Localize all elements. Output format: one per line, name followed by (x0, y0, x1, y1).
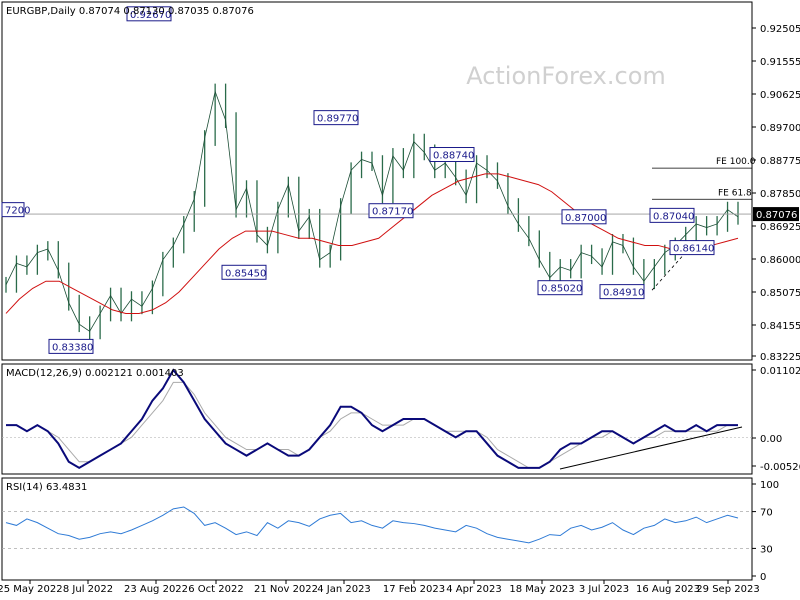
price-close-line (5, 90, 739, 332)
x-tick-label: 21 Nov 2022 (254, 584, 318, 595)
x-tick-label: 8 Jul 2022 (63, 584, 113, 595)
price-annotation-label: 0.86140 (673, 244, 714, 255)
rsi-line (5, 506, 739, 544)
price-annotation-label: 0.87170 (372, 207, 413, 218)
x-tick-label: 16 Aug 2023 (636, 584, 700, 595)
price-y-tick-label: 0.89700 (760, 123, 800, 134)
price-y-tick-label: 0.83225 (760, 352, 800, 363)
x-tick-label: 4 Apr 2023 (446, 584, 501, 595)
price-annotation-label: 0.87040 (653, 211, 694, 222)
rsi-y-tick-label: 100 (760, 480, 779, 491)
macd-y-tick-label: -0.005267 (760, 462, 800, 473)
price-y-tick-label: 0.85075 (760, 288, 800, 299)
price-annotation-box (313, 110, 359, 126)
price-annotation-box (669, 240, 715, 256)
price-annotation-label: 0.88740 (433, 151, 474, 162)
price-y-tick-label: 0.86000 (760, 255, 800, 266)
price-annotation-label: 0.87000 (565, 213, 606, 224)
macd-panel-frame (1, 363, 753, 475)
price-y-tick-label: 0.91555 (760, 57, 800, 68)
macd-trendline (559, 426, 743, 470)
price-annotation-label: 0.85020 (541, 284, 582, 295)
macd-y-tick-label: 0.011027 (760, 366, 800, 377)
price-y-tick-label: 0.90625 (760, 90, 800, 101)
price-y-tick-label: 0.87850 (760, 189, 800, 200)
rsi-y-tick-label: 30 (760, 544, 773, 555)
price-annotation-label: 0.84910 (603, 288, 644, 299)
price-annotation-label: 0.92670 (130, 10, 171, 21)
price-y-tick-label: 0.86925 (760, 222, 800, 233)
price-y-tick-label: 0.88775 (760, 156, 800, 167)
price-annotation-box (649, 207, 695, 223)
price-annotation-box (599, 284, 645, 300)
macd-line (6, 368, 738, 470)
x-tick-label: 4 Jan 2023 (317, 584, 371, 595)
price-annotation-box (561, 209, 607, 225)
price-annotation-label: 0.85450 (225, 268, 266, 279)
x-tick-label: 3 Jul 2023 (579, 584, 629, 595)
price-annotation-box (368, 203, 414, 219)
price-annotation-label: 7200 (5, 206, 30, 217)
x-tick-label: 18 May 2023 (509, 584, 574, 595)
moving-average-line (5, 173, 739, 314)
current-price-label: 0.87076 (756, 210, 797, 221)
rsi-header: RSI(14) 63.4831 (6, 482, 87, 493)
watermark: ActionForex.com (466, 62, 666, 90)
price-annotation-box (429, 147, 475, 163)
price-y-tick-label: 0.84155 (760, 321, 800, 332)
x-tick-label: 6 Oct 2022 (188, 584, 243, 595)
price-y-tick-label: 0.92505 (760, 24, 800, 35)
price-annotation-box (48, 338, 94, 354)
price-panel-frame (1, 1, 753, 361)
macd-y-tick-label: 0.00 (760, 434, 782, 445)
x-tick-label: 17 Feb 2023 (383, 584, 445, 595)
price-annotation-box (221, 264, 267, 280)
rsi-y-tick-label: 70 (760, 508, 773, 519)
price-header: EURGBP,Daily 0.87074 0.87130 0.87035 0.8… (6, 6, 254, 17)
fe-100-label: FE 100.0 (716, 157, 756, 167)
macd-header: MACD(12,26,9) 0.002121 0.001403 (6, 368, 184, 379)
rsi-y-tick-label: 0 (760, 572, 766, 583)
price-annotation-label: 0.83380 (52, 342, 93, 353)
x-tick-label: 23 Aug 2022 (124, 584, 188, 595)
current-price-badge (753, 207, 799, 222)
x-tick-label: 25 May 2022 (0, 584, 63, 595)
price-annotation-label: 0.89770 (317, 114, 358, 125)
fe-61-label: FE 61.8 (718, 188, 752, 198)
price-annotation-box (1, 202, 25, 218)
x-tick-label: 29 Sep 2023 (696, 584, 759, 595)
price-annotation-box (537, 280, 583, 296)
rsi-panel-frame (1, 477, 753, 581)
price-annotation-box (126, 6, 172, 22)
